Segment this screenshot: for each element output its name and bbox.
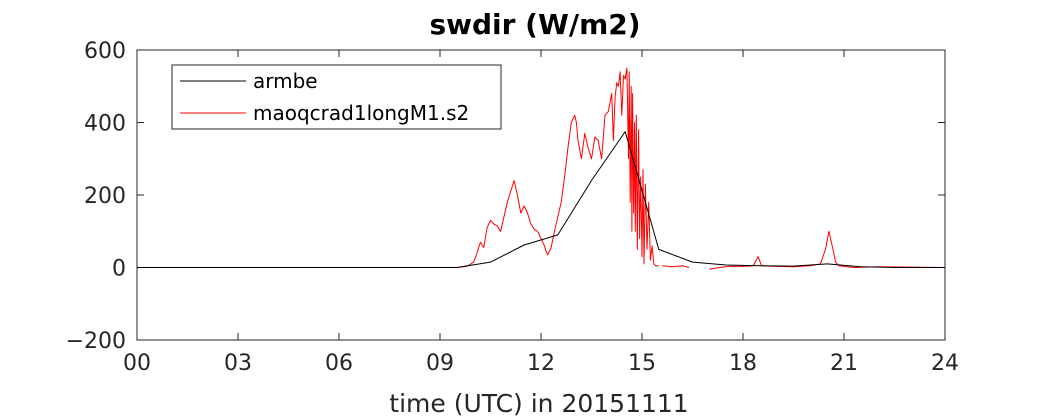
x-tick-label: 06 [325, 351, 353, 376]
x-tick-label: 09 [426, 351, 454, 376]
legend-label-armbe: armbe [253, 69, 318, 93]
y-tick-label: −200 [66, 329, 126, 354]
legend-box [171, 64, 502, 130]
chart-title: swdir (W/m2) [429, 8, 640, 41]
x-tick-label: 00 [123, 351, 151, 376]
series-line-maoqcrad1longM1 [662, 265, 690, 268]
series-line-armbe [137, 131, 945, 268]
legend-label-maoqcrad1longM1: maoqcrad1longM1.s2 [253, 101, 469, 125]
x-tick-label: 03 [224, 351, 252, 376]
tick-layer: 00 03 06 09 12 15 18 21 24 −200 0 200 400 600 [66, 39, 959, 376]
y-tick-label: 0 [112, 257, 126, 282]
y-tick-label: 400 [84, 112, 126, 137]
x-tick-label: 18 [729, 351, 757, 376]
y-tick-label: 200 [84, 184, 126, 209]
x-tick-label: 12 [527, 351, 555, 376]
x-tick-label: 21 [830, 351, 858, 376]
x-axis-label: time (UTC) in 20151111 [389, 389, 688, 417]
series-layer [137, 67, 946, 270]
y-tick-label: 600 [84, 39, 126, 64]
series-line-maoqcrad1longM1 [137, 67, 659, 268]
x-tick-label: 15 [628, 351, 656, 376]
legend: armbe maoqcrad1longM1.s2 [171, 64, 502, 130]
x-tick-label: 24 [931, 351, 959, 376]
